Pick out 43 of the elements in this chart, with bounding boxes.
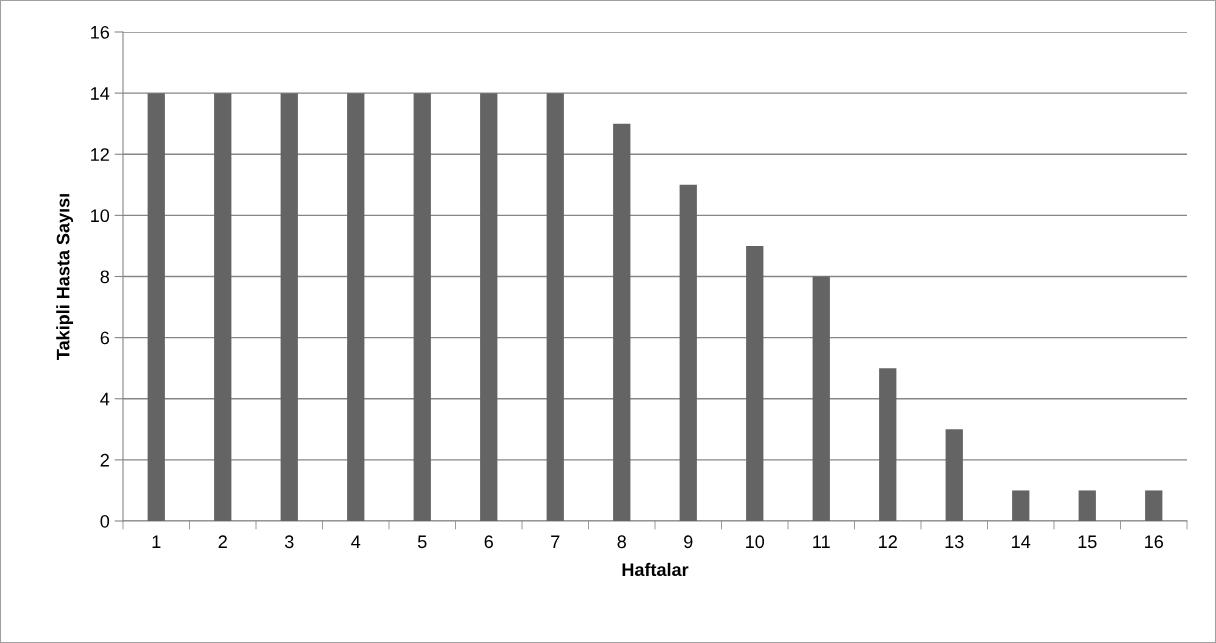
bar <box>147 93 165 521</box>
x-tick-label: 3 <box>284 535 294 549</box>
bar <box>746 245 764 521</box>
bar <box>1078 490 1096 521</box>
x-tick-label: 1 <box>152 535 161 548</box>
y-tick-label: 8 <box>100 270 110 284</box>
x-tick-label: 16 <box>1145 535 1163 549</box>
bar <box>879 368 897 521</box>
x-tick-label: 13 <box>945 535 964 549</box>
y-tick-label: 12 <box>91 148 109 161</box>
bar <box>280 93 298 521</box>
bar <box>1145 490 1163 521</box>
x-tick-label: 7 <box>551 535 560 548</box>
bar <box>546 93 564 521</box>
y-tick-label: 10 <box>91 209 110 223</box>
y-tick-label: 16 <box>91 25 110 39</box>
x-tick-label: 9 <box>684 535 693 549</box>
x-tick-label: 10 <box>746 535 765 549</box>
bar <box>679 184 697 521</box>
bar <box>214 93 232 521</box>
x-tick-label: 12 <box>879 535 897 548</box>
y-tick-label: 4 <box>100 392 110 406</box>
y-tick-label: 14 <box>91 87 110 100</box>
x-tick-label: 2 <box>218 535 227 548</box>
bar <box>413 93 431 521</box>
x-axis-title: Haftalar <box>622 562 689 577</box>
bar <box>347 93 365 521</box>
y-tick-label: 0 <box>100 514 110 528</box>
y-tick-label: 6 <box>100 331 110 345</box>
bar <box>480 93 498 521</box>
y-axis-title: Takipli Hasta Sayısı <box>56 194 74 360</box>
x-tick-label: 14 <box>1012 535 1031 548</box>
x-tick-label: 6 <box>484 535 493 549</box>
y-tick-label: 2 <box>100 453 109 467</box>
bar <box>812 276 830 521</box>
x-tick-label: 11 <box>813 535 830 548</box>
x-tick-label: 8 <box>617 535 626 549</box>
bar <box>1012 490 1030 521</box>
x-tick-label: 4 <box>351 535 361 548</box>
x-tick-label: 5 <box>417 535 427 549</box>
x-tick-label: 15 <box>1078 535 1097 549</box>
bar <box>613 123 631 521</box>
bar <box>945 429 963 521</box>
